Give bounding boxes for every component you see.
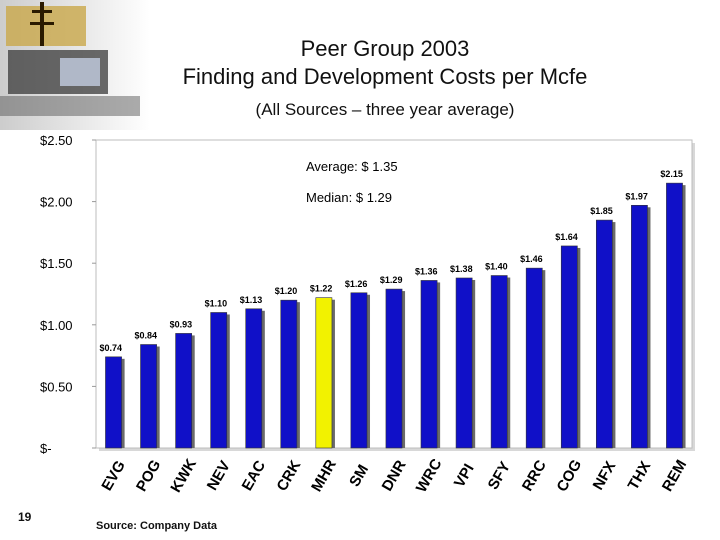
x-tick-label: KWK <box>167 456 200 496</box>
bar-shade <box>226 314 230 448</box>
median-annotation: Median: $ 1.29 <box>306 190 392 205</box>
bar-vpi <box>455 277 473 449</box>
x-tick-label: EVG <box>98 458 129 494</box>
bar-shade <box>682 185 686 448</box>
y-tick-label: $2.00 <box>40 195 73 210</box>
source-note: Source: Company Data <box>96 520 218 532</box>
bar-shade <box>367 294 371 448</box>
bar-kwk <box>175 333 193 449</box>
x-tick-label: DNR <box>379 457 410 494</box>
x-tick-label: WRC <box>413 456 446 496</box>
value-label: $1.38 <box>450 264 473 274</box>
x-tick-label: POG <box>133 457 164 494</box>
bar-shade <box>647 207 651 448</box>
x-tick-label: SFY <box>485 459 514 493</box>
y-tick-label: $0.50 <box>40 379 73 394</box>
x-tick-label: NFX <box>590 459 620 493</box>
x-tick-label: NEV <box>204 458 234 493</box>
value-label: $1.97 <box>625 191 648 201</box>
company-logo <box>0 0 150 130</box>
y-tick-label: $1.50 <box>40 256 73 271</box>
bar-shade <box>296 302 300 448</box>
value-label: $2.15 <box>660 169 683 179</box>
x-tick-label: MHR <box>308 457 340 495</box>
value-label: $0.84 <box>135 331 158 341</box>
bar-crk <box>280 299 298 449</box>
bar-cog <box>560 245 578 449</box>
bar-shade <box>191 335 195 448</box>
chart-subtitle: (All Sources – three year average) <box>255 100 515 119</box>
bar-rem <box>666 182 683 449</box>
bar-eac <box>245 308 263 449</box>
bar-wrc <box>420 280 438 449</box>
value-label: $1.13 <box>240 295 263 305</box>
bar-shade <box>507 277 511 448</box>
bar-shade <box>437 282 441 448</box>
bar-sfy <box>490 275 508 449</box>
bar-mhr <box>315 297 333 449</box>
value-label: $1.22 <box>310 284 333 294</box>
value-label: $1.85 <box>590 206 613 216</box>
bar-dnr <box>385 288 403 449</box>
x-tick-label: COG <box>553 457 585 495</box>
value-label: $1.36 <box>415 266 438 276</box>
value-label: $1.20 <box>275 286 298 296</box>
x-tick-label: CRK <box>273 457 304 494</box>
value-label: $1.64 <box>555 232 578 242</box>
bar-shade <box>472 279 476 448</box>
value-label: $0.93 <box>170 319 193 329</box>
value-label: $0.74 <box>99 343 122 353</box>
value-label: $1.46 <box>520 254 543 264</box>
value-label: $1.10 <box>205 298 228 308</box>
bar-nfx <box>595 219 613 449</box>
bar-shade <box>156 346 160 448</box>
bar-sm <box>350 292 368 449</box>
value-label: $1.29 <box>380 275 403 285</box>
x-tick-label: THX <box>625 459 655 493</box>
x-tick-label: EAC <box>239 458 270 494</box>
bar-shade <box>331 299 335 448</box>
x-tick-label: RRC <box>519 457 550 494</box>
average-annotation: Average: $ 1.35 <box>306 159 398 174</box>
page-number: 19 <box>18 510 32 524</box>
y-tick-label: $- <box>40 441 52 456</box>
chart-title-line1: Peer Group 2003 <box>300 36 470 61</box>
bar-shade <box>121 358 125 448</box>
x-tick-label: REM <box>659 457 690 494</box>
x-tick-label: VPI <box>451 461 478 490</box>
value-label: $1.26 <box>345 279 368 289</box>
bar-thx <box>631 204 648 449</box>
bar-shade <box>542 270 546 448</box>
bar-rrc <box>525 267 543 449</box>
bar-nev <box>210 312 228 449</box>
value-label: $1.40 <box>485 262 508 272</box>
bar-shade <box>402 291 406 448</box>
y-tick-label: $1.00 <box>40 318 73 333</box>
y-tick-label: $2.50 <box>40 133 73 148</box>
bar-shade <box>261 310 265 448</box>
bar-pog <box>140 344 157 449</box>
chart-title-line2: Finding and Development Costs per Mcfe <box>182 64 588 89</box>
bar-shade <box>612 222 616 448</box>
bar-shade <box>577 247 581 448</box>
bar-evg <box>105 356 122 449</box>
x-tick-label: SM <box>346 462 372 490</box>
